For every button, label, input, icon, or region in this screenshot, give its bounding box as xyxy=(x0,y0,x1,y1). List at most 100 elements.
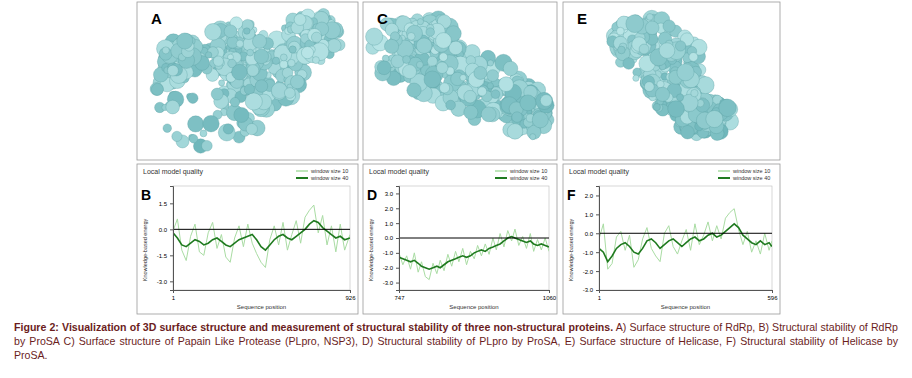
axis-line xyxy=(174,291,351,294)
panel-label: C xyxy=(377,10,388,27)
surface-atom xyxy=(677,94,684,101)
tick-mark xyxy=(350,290,351,293)
legend-swatch xyxy=(718,170,730,172)
surface-render xyxy=(366,11,555,140)
x-tick: 596 xyxy=(767,290,778,301)
series-line xyxy=(173,221,350,250)
figure: ACE-3.0-1.50.01.51926Sequence positionKn… xyxy=(0,0,912,318)
surface-atom xyxy=(653,103,660,110)
surface-render xyxy=(150,8,345,153)
surface-atom xyxy=(236,40,243,47)
legend-label: window size 10 xyxy=(509,168,547,174)
y-axis: -3.0-2.0-1.00.01.02.03.0 xyxy=(383,187,400,291)
surface-atom xyxy=(532,112,548,128)
tick-label: 0.0 xyxy=(159,227,168,233)
surface-atom xyxy=(645,21,659,35)
plot-area xyxy=(173,205,350,267)
y-axis: -3.0 -1.5 0.0 1.5 xyxy=(157,187,174,291)
tick-label: -2.0 xyxy=(383,265,394,271)
tick-label: 596 xyxy=(767,295,778,301)
surface-atom xyxy=(255,80,268,93)
tick-mark xyxy=(396,223,399,224)
y-tick: -1.5 xyxy=(157,253,173,259)
tick-label: -3.0 xyxy=(157,279,168,285)
y-tick: -2.0 xyxy=(583,269,599,275)
tick-label: -2.0 xyxy=(583,269,594,275)
x-tick: 926 xyxy=(345,290,356,301)
axis-line xyxy=(396,187,400,291)
x-axis: 1596 xyxy=(598,290,778,301)
surface-atom xyxy=(280,60,288,68)
series-line xyxy=(399,237,549,270)
surface-atom xyxy=(162,47,169,54)
caption: Figure 2: Visualization of 3D surface st… xyxy=(14,320,898,362)
x-tick: 1 xyxy=(172,290,176,301)
plot-frame xyxy=(173,186,350,290)
surface-render xyxy=(606,10,738,140)
y-tick: 3.0 xyxy=(385,191,399,197)
tick-mark xyxy=(399,290,400,293)
y-tick: -1.0 xyxy=(383,250,399,256)
surface-atom xyxy=(213,56,223,66)
tick-mark xyxy=(396,193,399,194)
surface-atom xyxy=(677,64,694,81)
surface-atom xyxy=(377,61,391,75)
surface-atom xyxy=(460,74,466,80)
chart-title: Local model quality xyxy=(143,168,203,176)
series-line xyxy=(173,205,350,267)
y-tick: 1.5 xyxy=(159,201,173,207)
surface-atom xyxy=(436,62,448,74)
plot-frame xyxy=(399,186,549,290)
panel-frame xyxy=(137,2,358,160)
y-tick: -3.0 xyxy=(583,287,599,293)
surface-atom xyxy=(254,49,269,64)
legend-label: window size 40 xyxy=(509,175,547,181)
panel-label: D xyxy=(367,187,377,203)
surface-atom xyxy=(189,134,197,142)
tick-mark xyxy=(396,238,399,239)
panel-frame xyxy=(563,164,780,314)
surface-atom xyxy=(203,115,219,131)
surface-atom xyxy=(407,32,415,40)
surface-atom xyxy=(230,97,239,106)
surface-atom xyxy=(232,64,248,80)
legend-label: window size 10 xyxy=(732,168,770,174)
tick-mark xyxy=(596,290,599,291)
panel-frame xyxy=(563,2,780,160)
surface-atom xyxy=(327,39,341,53)
surface-atom xyxy=(311,32,321,42)
y-axis-title: Knowledge-based energy xyxy=(142,219,148,282)
surface-atom xyxy=(289,46,296,53)
y-tick: 2.0 xyxy=(585,193,599,199)
surface-atom xyxy=(252,34,266,48)
reference-line xyxy=(599,233,772,234)
surface-atom xyxy=(706,110,723,127)
x-axis: 7471060 xyxy=(394,290,556,301)
surface-atom xyxy=(224,25,237,38)
image-panel: C xyxy=(363,2,557,160)
y-tick: -3.0 xyxy=(383,280,399,286)
surface-atom xyxy=(188,116,204,132)
x-axis-title: Sequence position xyxy=(237,304,286,310)
legend-swatch xyxy=(296,177,308,179)
tick-mark xyxy=(170,255,173,256)
chart-title: Local model quality xyxy=(369,168,429,176)
surface-atom xyxy=(487,83,493,89)
surface-atom xyxy=(474,66,487,79)
surface-atom xyxy=(244,28,250,34)
tick-label: -1.0 xyxy=(383,250,394,256)
tick-label: 1060 xyxy=(543,295,557,301)
tick-mark xyxy=(596,252,599,253)
surface-atom xyxy=(150,82,163,95)
tick-mark xyxy=(170,229,173,230)
tick-mark xyxy=(170,203,173,204)
plot-frame xyxy=(599,186,772,290)
tick-label: 1.0 xyxy=(585,212,594,218)
axis-line xyxy=(400,291,550,294)
legend-label: window size 40 xyxy=(732,175,770,181)
surface-atom xyxy=(301,47,313,59)
panel-label: B xyxy=(141,187,151,203)
tick-mark xyxy=(772,290,773,293)
space xyxy=(613,321,616,333)
surface-atom xyxy=(272,57,279,64)
